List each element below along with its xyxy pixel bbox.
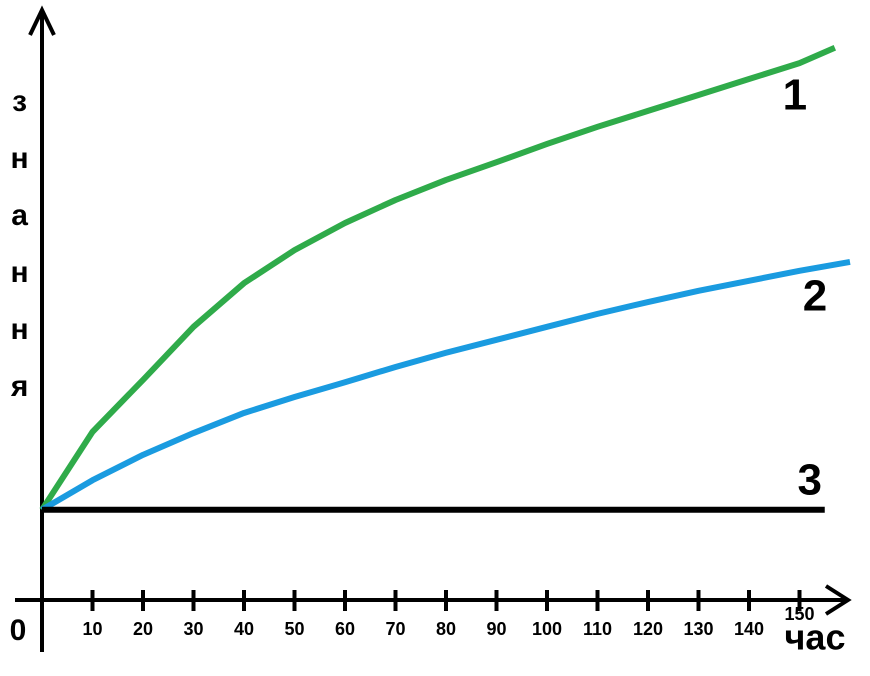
- x-tick-label: 130: [683, 619, 713, 639]
- x-tick-label: 150: [784, 604, 814, 624]
- x-tick-label: 70: [385, 619, 405, 639]
- y-arrow: [28, 5, 56, 36]
- axes: [15, 5, 852, 652]
- line: [39, 45, 837, 512]
- series-label: 2: [803, 272, 827, 321]
- x-tick-label: 60: [335, 619, 355, 639]
- x-tick-label: 80: [436, 619, 456, 639]
- x-tick-label: 140: [734, 619, 764, 639]
- x-tick-label: 120: [633, 619, 663, 639]
- line: [40, 258, 851, 513]
- x-axis-label: час: [785, 617, 846, 658]
- x-tick-label: 0: [10, 614, 27, 647]
- x-tick-label: 90: [486, 619, 506, 639]
- y-axis-label: знання: [3, 85, 36, 427]
- x-tick-label: 30: [183, 619, 203, 639]
- x-tick-label: 40: [234, 619, 254, 639]
- x-tick-label: 100: [532, 619, 562, 639]
- series-label: 1: [783, 70, 807, 119]
- x-tick-label: 20: [133, 619, 153, 639]
- series-label: 3: [798, 455, 822, 504]
- x-tick-label: 110: [583, 619, 612, 639]
- x-tick-label: 50: [284, 619, 304, 639]
- x-arrow: [824, 584, 852, 616]
- x-tick-label: 10: [82, 619, 102, 639]
